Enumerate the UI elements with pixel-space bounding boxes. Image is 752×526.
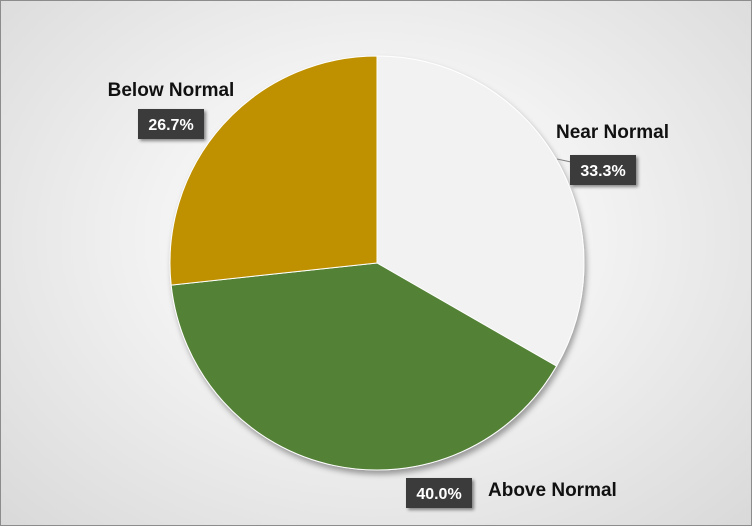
percent-label-box-above-normal: [406, 478, 472, 508]
category-label-below-normal: Below Normal: [108, 80, 235, 101]
percent-label-box-below-normal: [138, 109, 204, 139]
leader-line-near-normal: [556, 158, 572, 163]
percent-label-above-normal: 40.0%: [416, 486, 461, 503]
pie-slice-near-normal: [376, 55, 585, 367]
category-label-near-normal: Near Normal: [556, 122, 669, 143]
pie-slice-below-normal: [169, 55, 378, 286]
category-label-above-normal: Above Normal: [488, 480, 617, 501]
percent-label-box-near-normal: [570, 155, 636, 185]
pie-slice-above-normal: [170, 262, 558, 471]
percent-label-below-normal: 26.7%: [148, 117, 193, 134]
percent-label-near-normal: 33.3%: [580, 163, 625, 180]
